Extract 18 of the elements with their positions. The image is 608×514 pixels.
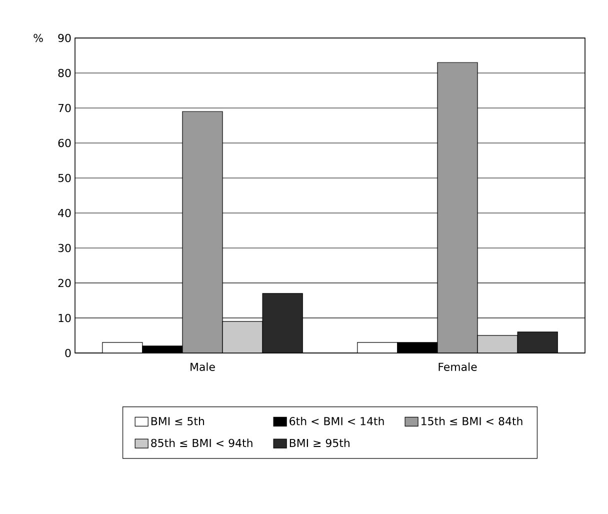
- legend-label: 6th < BMI < 14th: [290, 416, 384, 426]
- x-tick-label: Female: [438, 362, 477, 371]
- y-tick-label: 20: [58, 278, 71, 288]
- y-tick-label: 0: [65, 348, 71, 358]
- y-tick-label: 60: [58, 138, 71, 148]
- legend-label: BMI ≥ 95th: [290, 438, 350, 448]
- x-tick-label: Male: [190, 362, 215, 371]
- y-tick-label: 40: [58, 208, 71, 218]
- y-axis-title: %: [34, 34, 43, 42]
- y-tick-label: 50: [58, 174, 71, 182]
- y-tick-label: 90: [58, 34, 71, 42]
- legend-label: 85th ≤ BMI < 94th: [151, 438, 252, 448]
- y-tick-label: 10: [58, 314, 71, 322]
- legend-label: 15th ≤ BMI < 84th: [422, 416, 522, 426]
- y-tick-label: 70: [58, 104, 71, 112]
- legend-label: BMI ≤ 5th: [151, 416, 204, 426]
- y-tick-label: 30: [58, 244, 71, 252]
- y-tick-label: 80: [58, 68, 71, 78]
